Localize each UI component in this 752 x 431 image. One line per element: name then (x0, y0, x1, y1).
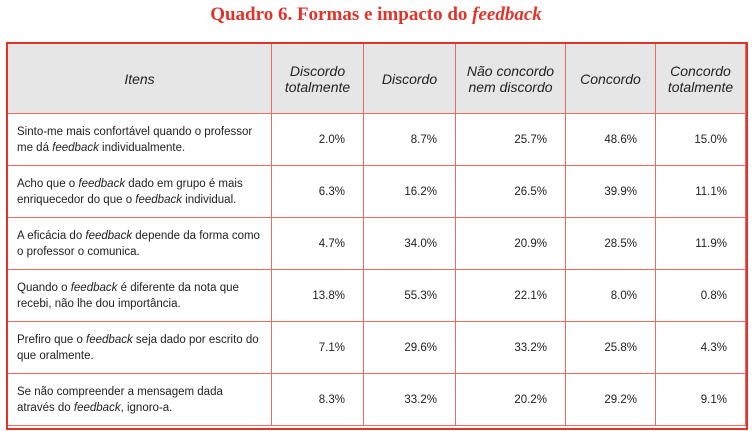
cell-discordo-totalmente: 13.8% (271, 269, 364, 322)
table-row: Sinto-me mais confortável quando o profe… (7, 113, 746, 166)
cell-concordo-totalmente: 11.9% (655, 217, 746, 270)
cell-nao-concordo-nem-discordo: 33.2% (455, 321, 566, 374)
cell-discordo: 8.7% (363, 113, 456, 166)
cell-discordo-totalmente: 7.1% (271, 321, 364, 374)
header-concordo-totalmente: Concordo totalmente (655, 43, 746, 114)
cell-discordo: 34.0% (363, 217, 456, 270)
cell-discordo: 29.6% (363, 321, 456, 374)
cell-concordo: 29.2% (565, 373, 656, 426)
row-item: Prefiro que o feedback seja dado por esc… (7, 321, 272, 374)
cell-concordo: 48.6% (565, 113, 656, 166)
cell-discordo: 55.3% (363, 269, 456, 322)
cell-concordo-totalmente: 4.3% (655, 321, 746, 374)
table-row: Se não compreender a mensagem dada atrav… (7, 373, 746, 426)
header-nao-concordo-nem-discordo: Não concordo nem discordo (455, 43, 566, 114)
row-item: Acho que o feedback dado em grupo é mais… (7, 165, 272, 218)
table-row: Prefiro que o feedback seja dado por esc… (7, 321, 746, 374)
cell-nao-concordo-nem-discordo: 25.7% (455, 113, 566, 166)
cell-discordo-totalmente: 2.0% (271, 113, 364, 166)
survey-table: Itens Discordo totalmente Discordo Não c… (7, 43, 746, 426)
table-caption: Quadro 6. Formas e impacto do feedback (0, 4, 752, 26)
header-itens: Itens (7, 43, 272, 114)
cell-concordo: 25.8% (565, 321, 656, 374)
header-row: Itens Discordo totalmente Discordo Não c… (7, 43, 746, 114)
cell-discordo-totalmente: 8.3% (271, 373, 364, 426)
cell-discordo-totalmente: 6.3% (271, 165, 364, 218)
cell-concordo: 28.5% (565, 217, 656, 270)
cell-concordo: 8.0% (565, 269, 656, 322)
header-concordo: Concordo (565, 43, 656, 114)
caption-emphasis: feedback (472, 4, 542, 25)
table-row: A eficácia do feedback depende da forma … (7, 217, 746, 270)
cell-concordo-totalmente: 11.1% (655, 165, 746, 218)
header-discordo-totalmente: Discordo totalmente (271, 43, 364, 114)
cell-concordo-totalmente: 15.0% (655, 113, 746, 166)
cell-nao-concordo-nem-discordo: 20.2% (455, 373, 566, 426)
cell-nao-concordo-nem-discordo: 20.9% (455, 217, 566, 270)
cell-nao-concordo-nem-discordo: 26.5% (455, 165, 566, 218)
cell-discordo: 33.2% (363, 373, 456, 426)
row-item: Se não compreender a mensagem dada atrav… (7, 373, 272, 426)
cell-nao-concordo-nem-discordo: 22.1% (455, 269, 566, 322)
cell-concordo-totalmente: 9.1% (655, 373, 746, 426)
row-item: Sinto-me mais confortável quando o profe… (7, 113, 272, 166)
table-row: Acho que o feedback dado em grupo é mais… (7, 165, 746, 218)
cell-concordo-totalmente: 0.8% (655, 269, 746, 322)
row-item: A eficácia do feedback depende da forma … (7, 217, 272, 270)
caption-prefix: Quadro 6. Formas e impacto do (210, 4, 473, 25)
table-row: Quando o feedback é diferente da nota qu… (7, 269, 746, 322)
row-item: Quando o feedback é diferente da nota qu… (7, 269, 272, 322)
cell-discordo-totalmente: 4.7% (271, 217, 364, 270)
cell-discordo: 16.2% (363, 165, 456, 218)
header-discordo: Discordo (363, 43, 456, 114)
cell-concordo: 39.9% (565, 165, 656, 218)
